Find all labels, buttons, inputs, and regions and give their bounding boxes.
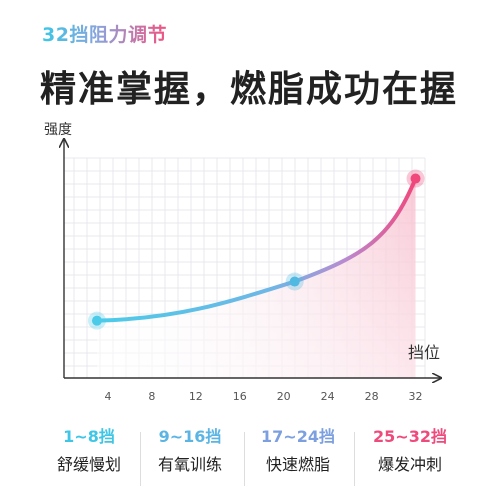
x-tick-label: 20 — [277, 390, 291, 403]
level-name: 爆发冲刺 — [377, 455, 442, 474]
y-axis-label: 强度 — [44, 122, 72, 138]
level-item: 17~24挡 快速燃脂 — [246, 424, 350, 480]
x-tick-label: 32 — [409, 390, 423, 403]
level-separator — [244, 432, 245, 486]
x-axis-label: 挡位 — [408, 343, 440, 362]
data-points — [87, 169, 425, 330]
subtitle: 32挡阻力调节 — [42, 20, 167, 47]
resistance-chart: 强度 挡位 4 8 12 16 20 24 28 32 — [44, 122, 500, 403]
data-point — [289, 276, 300, 287]
level-name: 快速燃脂 — [265, 455, 330, 474]
level-name: 舒缓慢划 — [56, 455, 121, 474]
level-range: 25~32挡 — [373, 427, 447, 446]
level-separator — [139, 432, 141, 486]
level-legend: 1~8挡 舒缓慢划 9~16挡 有氧训练 17~24挡 快速燃脂 25~32挡 爆发冲刺 — [0, 424, 500, 494]
area-fade — [96, 178, 416, 378]
level-item: 9~16挡有氧训练 — [138, 424, 242, 480]
level-name: 有氧训练 — [157, 455, 222, 474]
data-point — [410, 173, 421, 184]
x-tick-label: 24 — [321, 390, 335, 403]
level-item: 1~8挡舒缓慢划 — [37, 424, 141, 480]
level-item: 25~32挡 爆发冲刺 — [358, 424, 462, 480]
x-tick-labels: 4 8 12 16 20 24 28 32 — [104, 390, 422, 403]
headline: 精准掌握，燃脂成功在握 — [40, 69, 459, 110]
level-range: 1~8挡 — [63, 427, 115, 446]
x-tick-label: 8 — [148, 390, 155, 403]
data-point — [91, 315, 102, 326]
level-range: 9~16挡 — [158, 427, 222, 446]
level-range: 17~24挡 — [261, 427, 335, 446]
level-separator — [354, 432, 355, 486]
x-tick-label: 4 — [104, 390, 111, 403]
x-tick-label: 28 — [365, 390, 379, 403]
x-tick-label: 16 — [233, 390, 247, 403]
x-tick-label: 12 — [189, 390, 203, 403]
